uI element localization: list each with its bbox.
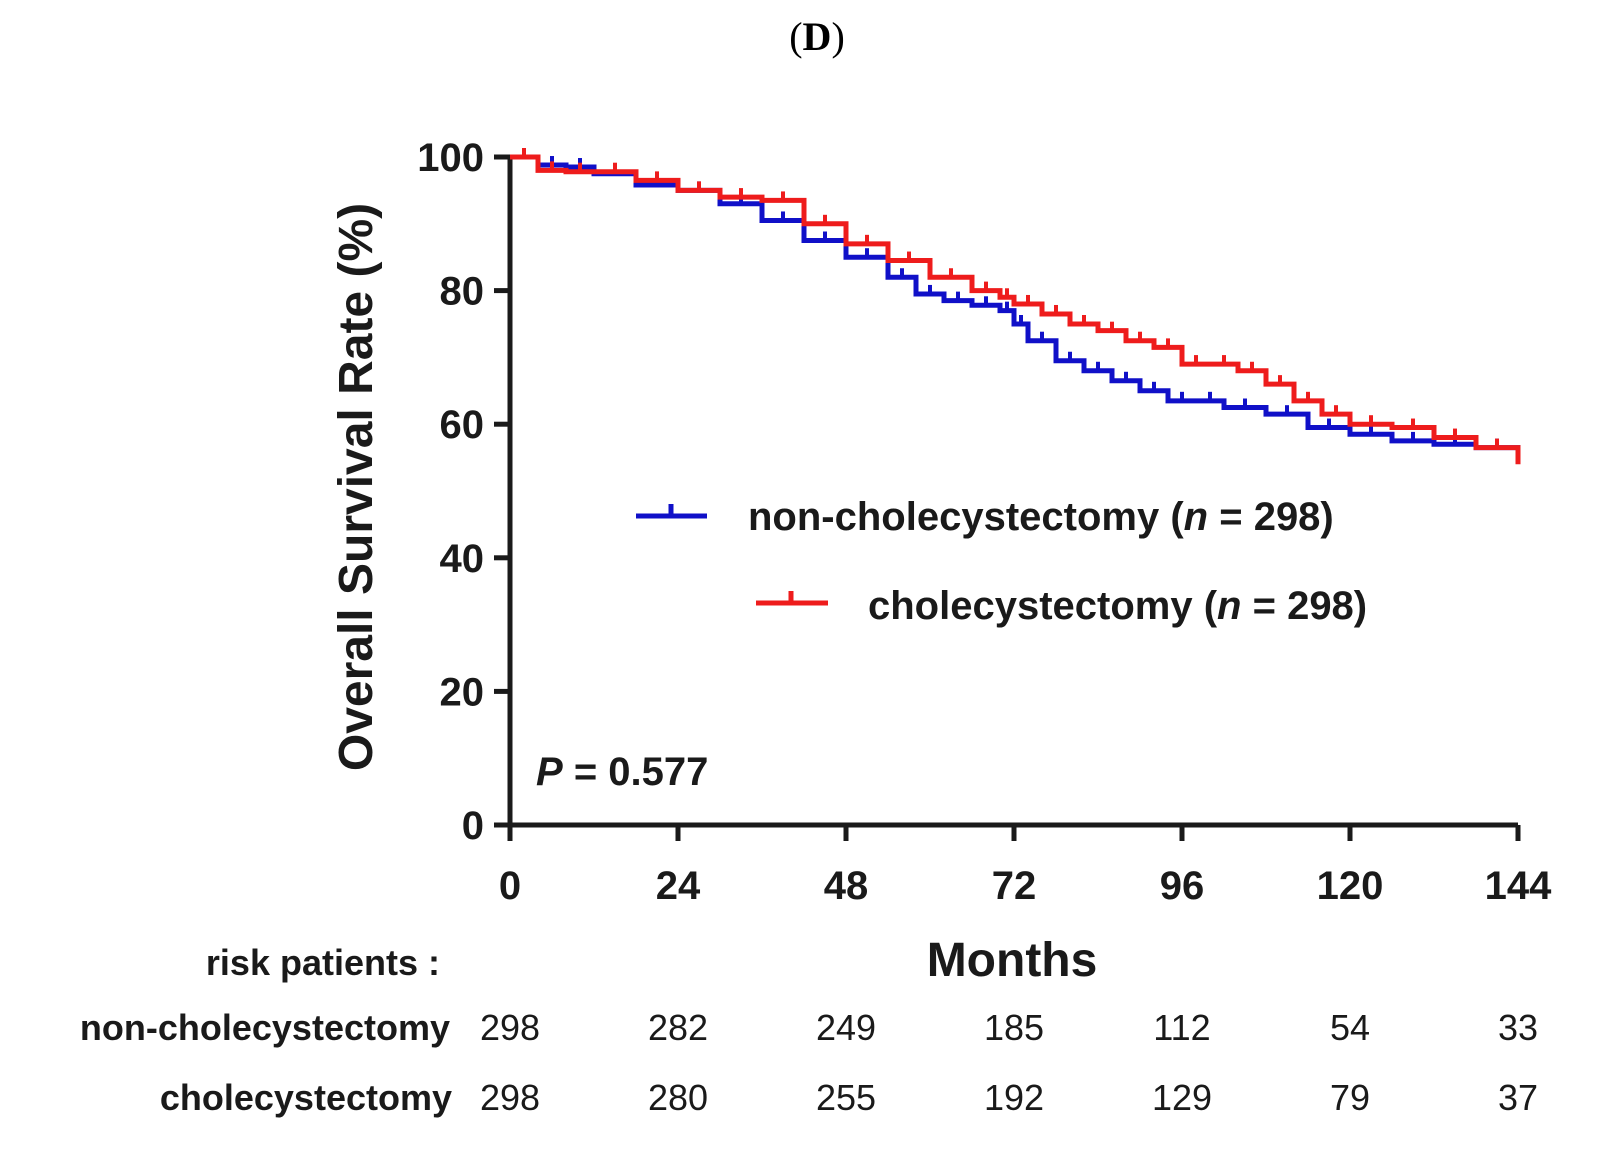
y-tick-label: 20 bbox=[440, 670, 485, 714]
legend-label-non: non-cholecystectomy (n = 298) bbox=[748, 495, 1334, 539]
risk-value: 280 bbox=[648, 1077, 708, 1118]
panel-label: (D) bbox=[789, 14, 845, 59]
y-ticks: 0 20 40 60 80 100 bbox=[417, 136, 510, 848]
risk-value: 112 bbox=[1153, 1007, 1210, 1048]
axes bbox=[507, 157, 1518, 828]
risk-value: 54 bbox=[1330, 1007, 1370, 1048]
risk-value: 249 bbox=[816, 1007, 876, 1048]
x-axis-title: Months bbox=[927, 934, 1098, 987]
p-value-annotation: P = 0.577 bbox=[536, 750, 708, 794]
risk-row-label-non: non-cholecystectomy bbox=[80, 1007, 450, 1048]
risk-value: 33 bbox=[1498, 1007, 1538, 1048]
x-tick-label: 144 bbox=[1485, 864, 1552, 908]
risk-value: 298 bbox=[480, 1077, 540, 1118]
risk-values: 298 282 249 185 112 54 33 298 280 255 192 129 79 37 bbox=[480, 1007, 1538, 1118]
series-group bbox=[510, 148, 1521, 465]
risk-table: risk patients : non-cholecystectomy chol… bbox=[80, 942, 1538, 1118]
legend-label-chole: cholecystectomy (n = 298) bbox=[868, 584, 1367, 628]
x-tick-label: 0 bbox=[499, 864, 521, 908]
risk-table-header: risk patients : bbox=[206, 942, 440, 983]
risk-row-label-chole: cholecystectomy bbox=[160, 1077, 452, 1118]
risk-value: 298 bbox=[480, 1007, 540, 1048]
y-tick-label: 0 bbox=[462, 804, 484, 848]
risk-value: 37 bbox=[1498, 1077, 1538, 1118]
y-tick-label: 80 bbox=[440, 270, 485, 314]
risk-value: 255 bbox=[816, 1077, 876, 1118]
risk-value: 185 bbox=[984, 1007, 1044, 1048]
y-tick-label: 40 bbox=[440, 537, 485, 581]
x-tick-label: 120 bbox=[1317, 864, 1384, 908]
legend: non-cholecystectomy (n = 298) cholecyste… bbox=[636, 495, 1367, 628]
x-tick-label: 48 bbox=[824, 864, 869, 908]
x-tick-label: 96 bbox=[1160, 864, 1205, 908]
risk-value: 129 bbox=[1152, 1077, 1212, 1118]
survival-curve-chole bbox=[510, 154, 1521, 465]
x-ticks: 0 24 48 72 96 120 144 bbox=[499, 825, 1552, 908]
risk-value: 79 bbox=[1330, 1077, 1370, 1118]
risk-value: 282 bbox=[648, 1007, 708, 1048]
x-tick-label: 72 bbox=[992, 864, 1037, 908]
y-axis-title: Overall Survival Rate (%) bbox=[330, 203, 383, 771]
risk-value: 192 bbox=[984, 1077, 1044, 1118]
y-tick-label: 60 bbox=[440, 403, 485, 447]
x-tick-label: 24 bbox=[656, 864, 701, 908]
y-tick-label: 100 bbox=[417, 136, 484, 180]
